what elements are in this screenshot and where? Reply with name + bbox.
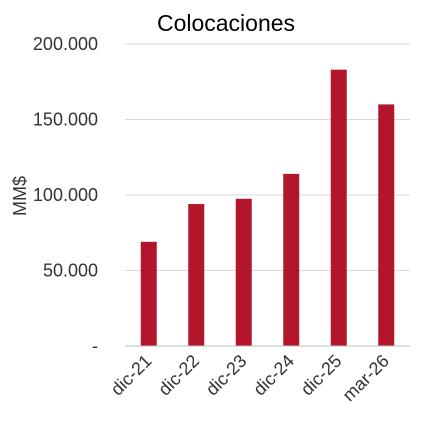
- y-tick-label: 200.000: [33, 34, 98, 54]
- bar-dic-22: [188, 204, 205, 346]
- bar-dic-24: [283, 173, 300, 346]
- bar-mar-26: [378, 104, 395, 347]
- x-tick-label: dic-24: [249, 351, 298, 400]
- bar-dic-21: [140, 241, 157, 346]
- bar-dic-23: [235, 198, 252, 346]
- y-axis-label: MM$: [10, 176, 30, 216]
- x-tick-label: dic-21: [107, 351, 156, 400]
- y-tick-label: 150.000: [33, 110, 98, 130]
- y-tick-label: -: [92, 336, 98, 356]
- chart-title: Colocaciones: [157, 10, 295, 36]
- x-tick-label: mar-26: [339, 351, 393, 405]
- gridlines: [125, 43, 410, 271]
- x-tick-label: dic-23: [202, 351, 251, 400]
- y-tick-label: 50.000: [43, 261, 98, 281]
- bar-dic-25: [330, 69, 347, 347]
- y-axis-ticks: - 50.000 100.000 150.000 200.000: [33, 34, 98, 356]
- x-tick-label: dic-22: [154, 351, 203, 400]
- bars: [140, 69, 395, 347]
- x-tick-label: dic-25: [297, 351, 346, 400]
- y-tick-label: 100.000: [33, 185, 98, 205]
